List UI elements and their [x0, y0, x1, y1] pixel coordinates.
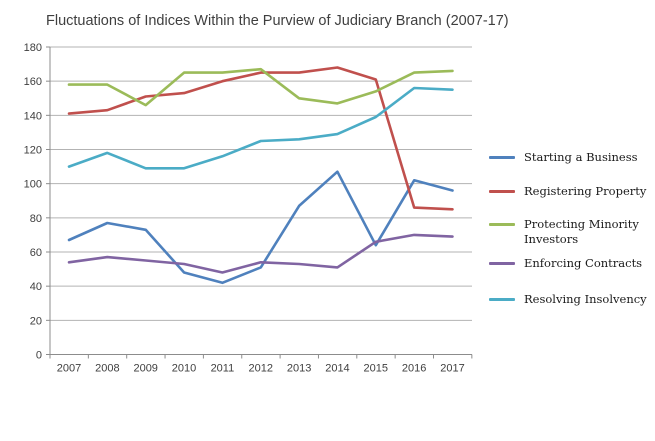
legend-item-protecting-minority-investors: Protecting Minority Investors: [489, 217, 653, 247]
x-tick-label: 2008: [95, 363, 119, 375]
series-line-protecting-minority-investors: [67, 67, 454, 107]
y-tick-label: 120: [24, 145, 42, 157]
series-line-starting-a-business: [67, 170, 454, 285]
x-tick-label: 2016: [402, 363, 426, 375]
y-tick-label: 160: [24, 76, 42, 88]
legend-item-resolving-insolvency: Resolving Insolvency: [489, 292, 647, 307]
x-tick-label: 2017: [440, 363, 464, 375]
legend-swatch: [489, 156, 515, 159]
chart-title: Fluctuations of Indices Within the Purvi…: [46, 13, 509, 29]
legend-label: Starting a Business: [524, 150, 638, 164]
y-tick-label: 80: [30, 213, 42, 225]
legend-swatch: [489, 298, 515, 301]
y-tick-label: 100: [24, 179, 42, 191]
y-tick-label: 0: [36, 350, 42, 362]
y-tick-label: 40: [30, 281, 42, 293]
x-tick-label: 2013: [287, 363, 311, 375]
legend-item-starting-a-business: Starting a Business: [489, 150, 638, 165]
x-tick-label: 2011: [211, 363, 235, 375]
x-tick-label: 2014: [325, 363, 349, 375]
legend-item-registering-property: Registering Property: [489, 184, 646, 199]
y-tick-label: 180: [24, 42, 42, 54]
legend-label: Protecting Minority Investors: [524, 217, 639, 246]
series-line-registering-property: [67, 66, 454, 211]
y-tick-label: 20: [30, 315, 42, 327]
legend-swatch: [489, 262, 515, 265]
legend-label: Enforcing Contracts: [524, 256, 643, 270]
legend-item-enforcing-contracts: Enforcing Contracts: [489, 256, 642, 271]
x-tick-label: 2015: [364, 363, 388, 375]
y-tick-label: 140: [24, 110, 42, 122]
x-tick-label: 2007: [57, 363, 81, 375]
x-tick-label: 2009: [133, 363, 157, 375]
legend-swatch: [489, 223, 515, 226]
series-line-resolving-insolvency: [67, 86, 454, 170]
y-tick-label: 60: [30, 247, 42, 259]
legend-label: Registering Property: [524, 184, 647, 198]
series-line-enforcing-contracts: [67, 233, 454, 274]
legend-swatch: [489, 190, 515, 193]
x-tick-label: 2010: [172, 363, 196, 375]
x-tick-label: 2012: [249, 363, 273, 375]
legend-label: Resolving Insolvency: [524, 292, 647, 306]
